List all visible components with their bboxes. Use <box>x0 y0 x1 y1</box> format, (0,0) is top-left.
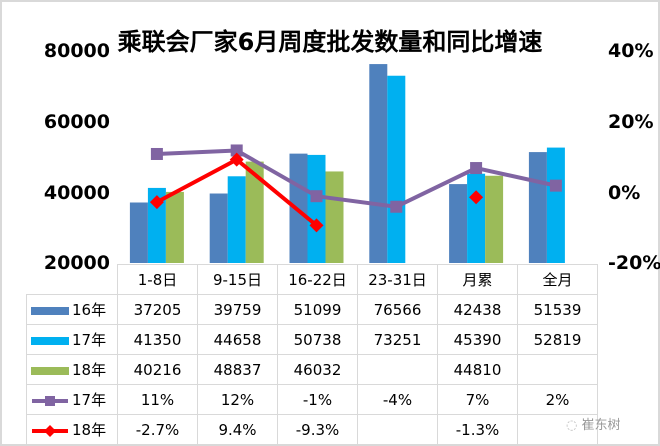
bar <box>307 154 326 263</box>
table-cell <box>357 354 438 385</box>
legend-18-line: 18年 <box>26 414 118 445</box>
bar-key-icon <box>31 366 69 375</box>
bar <box>546 147 565 263</box>
table-row: 16年 37205 39759 51099 76566 42438 51539 <box>26 294 598 325</box>
data-table-header: 1-8日 9-15日 16-22日 23-31日 月累 全月 <box>26 264 598 295</box>
bar <box>369 64 388 263</box>
watermark: ◌ 崔东树 <box>566 418 621 433</box>
y-right-tick: 20% <box>608 111 654 133</box>
chart-title: 乘联会厂家6月周度批发数量和同比增速 <box>117 28 543 56</box>
table-corner <box>26 264 118 295</box>
category-label: 月累 <box>437 264 518 295</box>
square-marker-icon <box>390 200 403 213</box>
data-table: 1-8日 9-15日 16-22日 23-31日 月累 全月 16年 37205… <box>26 264 598 445</box>
line-diamond-key-icon <box>32 424 68 437</box>
bar <box>147 187 166 263</box>
y-left-tick: 80000 <box>43 40 110 62</box>
table-cell <box>517 414 598 445</box>
category-label: 16-22日 <box>277 264 358 295</box>
table-cell: 50738 <box>277 324 358 355</box>
table-cell: 42438 <box>437 294 518 325</box>
category-label: 23-31日 <box>357 264 438 295</box>
table-cell: 9.4% <box>197 414 278 445</box>
y-right-tick: 0% <box>608 182 641 204</box>
table-cell: 41350 <box>117 324 198 355</box>
bar <box>387 75 406 264</box>
category-label: 9-15日 <box>197 264 278 295</box>
table-row: 18年 40216 48837 46032 44810 <box>26 354 598 385</box>
wechat-icon: ◌ <box>566 418 582 433</box>
table-cell: -2.7% <box>117 414 198 445</box>
table-cell: 44658 <box>197 324 278 355</box>
y-right-tick: -20% <box>608 252 660 274</box>
category-label: 全月 <box>517 264 598 295</box>
bar <box>528 152 547 263</box>
bar <box>227 176 246 263</box>
bar-key-icon <box>31 336 69 345</box>
table-cell: 40216 <box>117 354 198 385</box>
bar <box>485 175 504 263</box>
table-cell: 11% <box>117 384 198 415</box>
table-row: 17年 11% 12% -1% -4% 7% 2% <box>26 384 598 415</box>
legend-17-bar: 17年 <box>26 324 118 355</box>
diamond-marker-icon <box>229 152 244 167</box>
bar <box>449 184 468 263</box>
table-cell: -9.3% <box>277 414 358 445</box>
table-cell: 45390 <box>437 324 518 355</box>
table-cell: 51539 <box>517 294 598 325</box>
table-cell: 51099 <box>277 294 358 325</box>
table-row: 18年 -2.7% 9.4% -9.3% -1.3% <box>26 414 598 445</box>
table-cell: 76566 <box>357 294 438 325</box>
table-cell: 48837 <box>197 354 278 385</box>
table-cell: -1% <box>277 384 358 415</box>
bar <box>209 193 228 263</box>
table-cell: 7% <box>437 384 518 415</box>
table-cell: -4% <box>357 384 438 415</box>
legend-17-line: 17年 <box>26 384 118 415</box>
square-marker-icon <box>150 147 163 160</box>
bar <box>129 202 148 263</box>
legend-18-bar: 18年 <box>26 354 118 385</box>
table-cell: 44810 <box>437 354 518 385</box>
y-right-tick: 40% <box>608 40 654 62</box>
bar <box>325 171 344 263</box>
diamond-marker-icon <box>149 195 164 210</box>
bar <box>165 191 184 263</box>
table-cell: 52819 <box>517 324 598 355</box>
table-cell: 37205 <box>117 294 198 325</box>
table-cell <box>517 354 598 385</box>
diamond-marker-icon <box>469 190 484 205</box>
square-marker-icon <box>310 190 323 203</box>
table-cell: 73251 <box>357 324 438 355</box>
square-marker-icon <box>230 144 243 157</box>
y-left-tick: 60000 <box>43 111 110 133</box>
y-left-tick: 40000 <box>43 182 110 204</box>
bar <box>245 161 264 263</box>
square-marker-icon <box>470 162 483 175</box>
table-row: 17年 41350 44658 50738 73251 45390 52819 <box>26 324 598 355</box>
category-label: 1-8日 <box>117 264 198 295</box>
diamond-marker-icon <box>309 218 324 233</box>
bar-key-icon <box>31 306 69 315</box>
legend-16-bar: 16年 <box>26 294 118 325</box>
line-series <box>156 148 557 209</box>
square-marker-icon <box>549 179 562 192</box>
table-cell: -1.3% <box>437 414 518 445</box>
table-cell: 2% <box>517 384 598 415</box>
table-cell: 46032 <box>277 354 358 385</box>
line-square-key-icon <box>32 395 68 406</box>
bar <box>467 173 486 263</box>
table-cell <box>357 414 438 445</box>
table-cell: 39759 <box>197 294 278 325</box>
table-cell: 12% <box>197 384 278 415</box>
